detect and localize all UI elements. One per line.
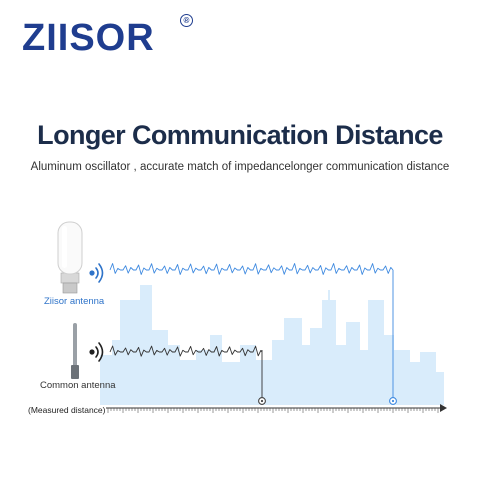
city-skyline-illustration [100, 285, 444, 405]
ziisor-signal-waves-icon [89, 263, 104, 283]
ziisor-signal-waveform [109, 263, 394, 275]
measured-distance-label: (Measured distance) [28, 405, 106, 415]
distance-axis [106, 404, 447, 413]
common-antenna-icon [71, 323, 79, 379]
common-signal-waves-icon [89, 342, 104, 362]
registered-mark: ® [180, 14, 193, 27]
common-antenna-label: Common antenna [40, 380, 116, 391]
common-signal-waveform [109, 345, 263, 357]
ziisor-antenna-label: Ziisor antenna [44, 296, 105, 307]
ziisor-range-marker [389, 397, 397, 405]
ziisor-logo: ZIISOR [22, 17, 155, 59]
ziisor-antenna-icon [57, 221, 83, 294]
page-subtitle: Aluminum oscillator , accurate match of … [30, 161, 450, 173]
common-range-marker [258, 397, 266, 405]
page-title: Longer Communication Distance [37, 120, 443, 150]
